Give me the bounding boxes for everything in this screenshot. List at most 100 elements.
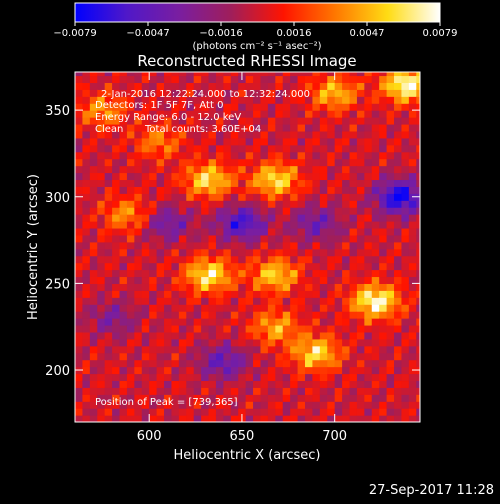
heatmap-cell — [215, 221, 224, 229]
heatmap-cell — [342, 255, 351, 264]
colorbar-unit-label: (photons cm⁻² s⁻¹ asec⁻²) — [192, 41, 321, 52]
heatmap-cell — [305, 304, 314, 312]
heatmap-cell — [349, 324, 358, 333]
heatmap-cell — [394, 89, 403, 97]
heatmap-cell — [327, 103, 336, 111]
heatmap-cell — [282, 401, 291, 409]
heatmap-cell — [89, 269, 98, 278]
heatmap-cell — [379, 248, 388, 257]
heatmap-cell — [156, 137, 165, 146]
heatmap-cell — [312, 331, 321, 340]
heatmap-cell — [282, 227, 291, 236]
heatmap-cell — [253, 234, 262, 243]
heatmap-cell — [356, 262, 365, 271]
heatmap-cell — [319, 297, 328, 305]
heatmap-cell — [82, 137, 91, 146]
heatmap-cell — [290, 415, 299, 422]
heatmap-cell — [245, 130, 254, 139]
heatmap-cell — [327, 297, 336, 305]
heatmap-cell — [267, 304, 276, 312]
heatmap-cell — [238, 137, 247, 146]
heatmap-cell — [82, 255, 91, 264]
heatmap-cell — [104, 269, 113, 278]
heatmap-cell — [319, 221, 328, 229]
heatmap-cell — [305, 311, 314, 319]
heatmap-cell — [267, 172, 276, 181]
heatmap-cell — [112, 165, 121, 174]
heatmap-cell — [260, 283, 269, 291]
heatmap-cell — [297, 234, 306, 243]
heatmap-cell — [312, 103, 321, 111]
heatmap-cell — [75, 103, 84, 111]
heatmap-cell — [364, 345, 373, 354]
heatmap-cell — [334, 200, 343, 208]
heatmap-cell — [356, 276, 365, 284]
heatmap-cell — [230, 255, 239, 264]
heatmap-cell — [112, 207, 121, 215]
heatmap-cell — [230, 262, 239, 271]
heatmap-cell — [334, 331, 343, 340]
heatmap-cell — [305, 89, 314, 97]
heatmap-cell — [327, 401, 336, 409]
heatmap-cell — [319, 415, 328, 422]
heatmap-cell — [186, 144, 195, 153]
colorbar-gradient — [74, 2, 441, 23]
heatmap-cell — [156, 338, 165, 347]
heatmap-cell — [178, 82, 187, 90]
heatmap-cell — [126, 297, 135, 305]
heatmap-cell — [230, 359, 239, 368]
heatmap-cell — [134, 304, 143, 312]
heatmap-cell — [305, 144, 314, 153]
heatmap-cell — [408, 234, 417, 243]
heatmap-cell — [104, 234, 113, 243]
heatmap-cell — [327, 338, 336, 347]
heatmap-cell — [119, 276, 128, 284]
heatmap-cell — [119, 394, 128, 402]
heatmap-cell — [305, 117, 314, 125]
heatmap-cell — [379, 103, 388, 111]
heatmap-cell — [253, 352, 262, 361]
heatmap-cell — [379, 359, 388, 368]
heatmap-cell — [282, 75, 291, 83]
heatmap-cell — [245, 151, 254, 160]
heatmap-cell — [334, 269, 343, 278]
heatmap-cell — [223, 89, 232, 97]
heatmap-cell — [267, 338, 276, 347]
heatmap-cell — [371, 352, 380, 361]
heatmap-cell — [89, 387, 98, 395]
heatmap-cell — [149, 172, 158, 181]
heatmap-cell — [356, 158, 365, 167]
colorbar-tick-label: −0.0047 — [126, 28, 169, 39]
heatmap-cell — [305, 352, 314, 361]
heatmap-cell — [416, 110, 420, 118]
heatmap-cell — [104, 96, 113, 104]
heatmap-cell — [297, 241, 306, 250]
heatmap-cell — [104, 366, 113, 375]
heatmap-cell — [253, 248, 262, 257]
heatmap-cell — [408, 304, 417, 312]
heatmap-cell — [267, 193, 276, 201]
heatmap-cell — [171, 415, 180, 422]
heatmap-cell — [275, 345, 284, 354]
heatmap-cell — [119, 324, 128, 333]
heatmap-cell — [416, 311, 420, 319]
heatmap-cell — [319, 172, 328, 181]
heatmap-cell — [141, 394, 150, 402]
heatmap-cell — [282, 117, 291, 125]
heatmap-cell — [201, 394, 210, 402]
heatmap-cell — [112, 373, 121, 382]
heatmap-cell — [82, 248, 91, 257]
heatmap-cell — [134, 318, 143, 326]
heatmap-cell — [178, 72, 187, 77]
heatmap-cell — [312, 117, 321, 125]
heatmap-cell — [82, 123, 91, 132]
heatmap-cell — [342, 304, 351, 312]
heatmap-cell — [82, 338, 91, 347]
heatmap-cell — [371, 394, 380, 402]
heatmap-cell — [141, 283, 150, 291]
heatmap-cell — [97, 123, 106, 132]
heatmap-cell — [230, 318, 239, 326]
heatmap-cell — [416, 283, 420, 291]
heatmap-cell — [215, 255, 224, 264]
